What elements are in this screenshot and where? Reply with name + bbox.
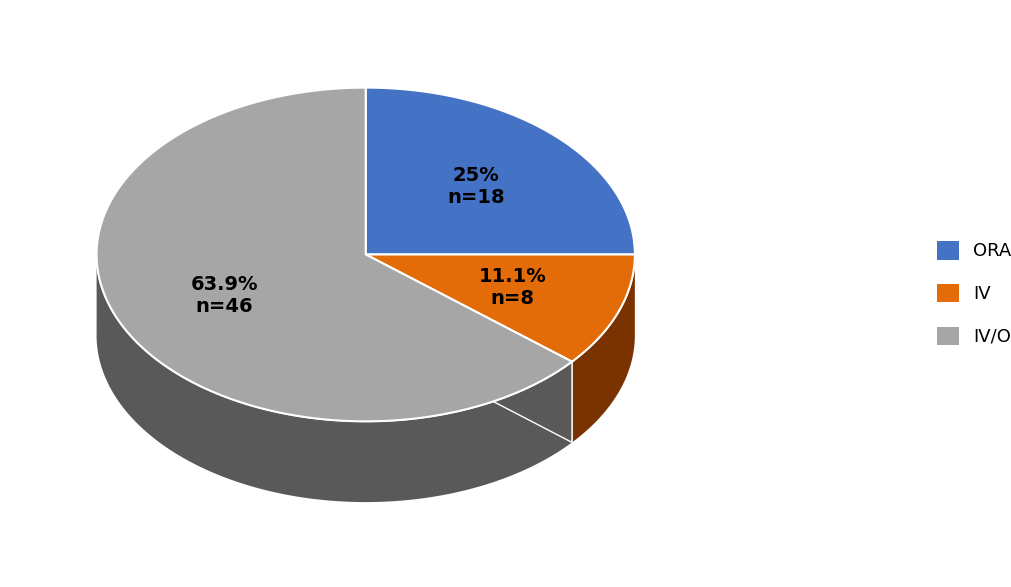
Polygon shape <box>572 255 635 443</box>
Text: 25%
n=18: 25% n=18 <box>447 166 504 207</box>
Text: 11.1%
n=8: 11.1% n=8 <box>478 267 546 308</box>
Ellipse shape <box>97 168 635 502</box>
Polygon shape <box>366 255 572 443</box>
Polygon shape <box>366 87 635 255</box>
Polygon shape <box>97 87 572 421</box>
Polygon shape <box>97 252 572 502</box>
Polygon shape <box>366 255 635 362</box>
Polygon shape <box>366 255 572 443</box>
Legend: ORAL, IV, IV/ORAL: ORAL, IV, IV/ORAL <box>937 241 1011 346</box>
Text: 63.9%
n=46: 63.9% n=46 <box>190 275 258 316</box>
